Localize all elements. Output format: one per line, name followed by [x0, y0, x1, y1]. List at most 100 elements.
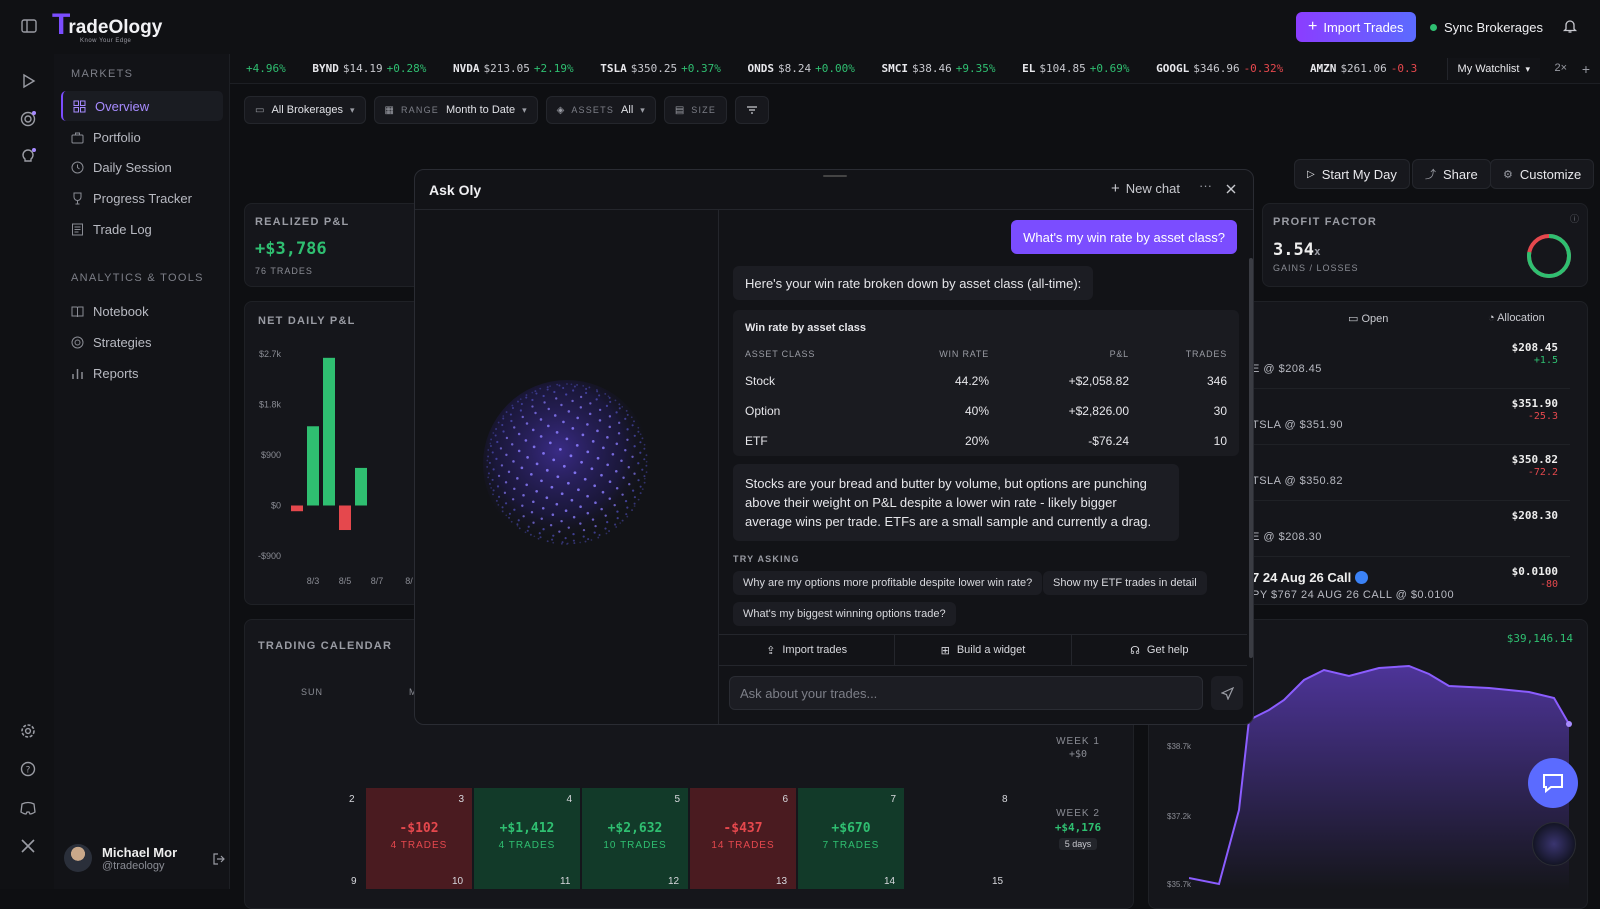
- discord-icon[interactable]: [19, 799, 37, 817]
- watchlist-select[interactable]: My Watchlist ▾: [1446, 58, 1540, 80]
- orb-dot: [509, 413, 512, 416]
- week1-summary: WEEK 1 +$0: [1043, 736, 1113, 760]
- chat-scrollbar[interactable]: [1249, 258, 1253, 658]
- send-button[interactable]: [1211, 676, 1243, 710]
- orb-dot: [497, 495, 501, 498]
- get-help-action[interactable]: ☊ Get help: [1130, 644, 1189, 657]
- y-tick-label: $1.8k: [259, 400, 282, 410]
- ticker-item[interactable]: AMZN $261.06 -0.3: [1309, 62, 1418, 75]
- play-icon[interactable]: [19, 72, 37, 90]
- help-icon[interactable]: ?: [19, 760, 37, 778]
- position-row[interactable]: TSLA @ $351.90 $351.90 -25.3: [1252, 389, 1570, 445]
- info-icon[interactable]: ⓘ: [1569, 214, 1579, 224]
- lightbulb-icon[interactable]: [19, 147, 37, 165]
- bell-icon[interactable]: [1562, 18, 1578, 34]
- ticker-item[interactable]: BYND $14.19 +0.28%: [312, 62, 427, 75]
- calendar-day-cell[interactable]: 7 +$670 7 TRADES: [798, 788, 904, 889]
- calendar-day-cell[interactable]: 3 -$102 4 TRADES: [366, 788, 472, 889]
- position-row[interactable]: 7 24 Aug 26 Call PY $767 24 AUG 26 CALL …: [1252, 557, 1570, 613]
- cell-trades: 14 TRADES: [711, 839, 775, 851]
- more-filters-button[interactable]: [735, 96, 770, 124]
- position-row[interactable]: TSLA @ $350.82 $350.82 -72.2: [1252, 445, 1570, 501]
- target-icon[interactable]: [19, 110, 37, 128]
- import-trades-button[interactable]: + Import Trades: [1296, 12, 1416, 42]
- close-icon[interactable]: [1225, 183, 1237, 195]
- sync-brokerages-button[interactable]: Sync Brokerages: [1430, 12, 1543, 42]
- ticker-speed[interactable]: 2×: [1554, 62, 1567, 74]
- bar[interactable]: [291, 505, 303, 512]
- brokerage-value: All Brokerages: [271, 104, 343, 116]
- orb-dot: [613, 503, 616, 507]
- nav-item-daily-session[interactable]: Daily Session: [61, 152, 223, 182]
- orb-dot: [501, 510, 504, 513]
- share-button[interactable]: ⤴ Share: [1412, 159, 1491, 189]
- orb-dot: [522, 494, 525, 497]
- orb-dot: [596, 456, 600, 460]
- oly-orb-mini[interactable]: [1532, 822, 1576, 866]
- chat-launcher-button[interactable]: [1528, 758, 1578, 808]
- sidebar-toggle-icon[interactable]: [20, 17, 38, 35]
- bar[interactable]: [323, 357, 335, 506]
- plus-icon[interactable]: +: [1581, 61, 1590, 77]
- size-filter[interactable]: ▤ SIZE: [663, 96, 728, 124]
- ticker-item[interactable]: TSLA $350.25 +0.37%: [600, 62, 721, 75]
- build-widget-action[interactable]: ⊞ Build a widget: [895, 635, 1072, 665]
- position-row[interactable]: E @ $208.30 $208.30: [1252, 501, 1570, 557]
- orb-dot: [641, 468, 644, 471]
- chat-input[interactable]: [729, 676, 1203, 710]
- orb-dot: [615, 442, 619, 446]
- user-profile[interactable]: Michael Mor @tradeology: [64, 844, 225, 872]
- orb-dot: [495, 499, 498, 502]
- nav-item-trade-log[interactable]: Trade Log: [61, 214, 223, 244]
- calendar-day-cell[interactable]: 4 +$1,412 4 TRADES: [474, 788, 580, 889]
- ticker-item[interactable]: EL $104.85 +0.69%: [1022, 62, 1130, 75]
- position-row[interactable]: E @ $208.45 $208.45 +1.5: [1252, 333, 1570, 389]
- nav-item-overview[interactable]: Overview: [61, 91, 223, 121]
- drag-handle[interactable]: [823, 175, 847, 177]
- more-options-button[interactable]: ···: [1199, 178, 1212, 193]
- ticker-item[interactable]: +4.96%: [246, 62, 286, 75]
- nav-item-progress-tracker[interactable]: Progress Tracker: [61, 183, 223, 213]
- orb-dot: [499, 447, 503, 450]
- assets-filter[interactable]: ◈ ASSETS All ▾: [545, 96, 656, 124]
- gear-icon[interactable]: [19, 722, 37, 740]
- x-tick-label: 8/3: [307, 576, 320, 586]
- tab-open[interactable]: ▭ Open: [1348, 313, 1389, 325]
- orb-dot: [491, 451, 494, 454]
- orb-dot: [546, 540, 549, 543]
- suggestion-chip[interactable]: Show my ETF trades in detail: [1043, 571, 1207, 595]
- nav-item-portfolio[interactable]: Portfolio: [61, 122, 223, 152]
- logo[interactable]: T radeOlogy Know Your Edge: [52, 10, 162, 45]
- new-chat-button[interactable]: + New chat: [1111, 180, 1180, 197]
- calendar-day-cell[interactable]: 5 +$2,632 10 TRADES: [582, 788, 688, 889]
- calendar-day-cell[interactable]: 6 -$437 14 TRADES: [690, 788, 796, 889]
- ticker-item[interactable]: NVDA $213.05 +2.19%: [453, 62, 574, 75]
- card-title: REALIZED P&L: [255, 216, 350, 228]
- customize-button[interactable]: ⚙ Customize: [1490, 159, 1595, 189]
- x-social-icon[interactable]: [19, 837, 37, 855]
- orb-dot: [626, 506, 629, 509]
- orb-dot: [510, 419, 513, 423]
- cell-pnl: -$76.24: [1088, 434, 1129, 448]
- bar[interactable]: [339, 505, 351, 531]
- suggestion-chip[interactable]: Why are my options more profitable despi…: [733, 571, 1043, 595]
- ticker-item[interactable]: ONDS $8.24 +0.00%: [747, 62, 855, 75]
- import-trades-action[interactable]: ⇪ Import trades: [719, 635, 896, 665]
- tab-allocation[interactable]: ◔ Allocation: [1488, 312, 1545, 324]
- card-title: NET DAILY P&L: [258, 315, 356, 327]
- equity-y-tick: $38.7k: [1167, 742, 1192, 751]
- bar[interactable]: [307, 426, 319, 506]
- positions-card: ▭ Open ◔ Allocation: [1252, 301, 1588, 605]
- nav-item-notebook[interactable]: Notebook: [61, 296, 223, 326]
- suggestion-chip[interactable]: What's my biggest winning options trade?: [733, 602, 956, 626]
- bar[interactable]: [355, 467, 367, 506]
- brokerage-filter[interactable]: ▭ All Brokerages ▾: [244, 96, 366, 124]
- ticker-item[interactable]: SMCI $38.46 +9.35%: [881, 62, 996, 75]
- start-my-day-button[interactable]: ▷ Start My Day: [1294, 159, 1410, 189]
- avatar[interactable]: [64, 844, 92, 872]
- ticker-item[interactable]: GOOGL $346.96 -0.32%: [1156, 62, 1284, 75]
- range-filter[interactable]: ▦ RANGE Month to Date ▾: [373, 96, 538, 124]
- logout-icon[interactable]: [212, 852, 226, 866]
- nav-item-reports[interactable]: Reports: [61, 358, 223, 388]
- nav-item-strategies[interactable]: Strategies: [61, 327, 223, 357]
